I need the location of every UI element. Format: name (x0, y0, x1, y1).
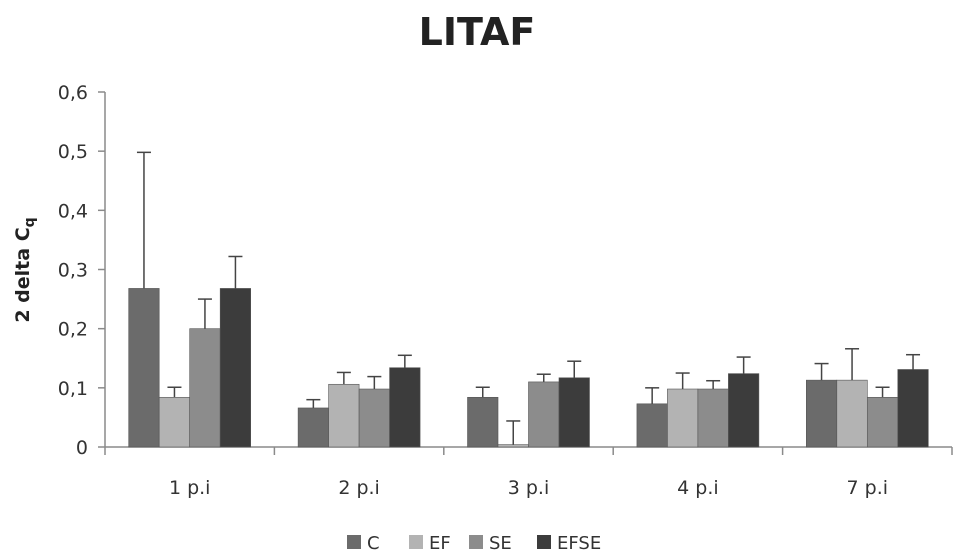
bar (836, 379, 868, 448)
bar (158, 396, 190, 448)
bar (866, 396, 899, 448)
bar (636, 403, 668, 448)
y-tick-label: 0 (76, 437, 88, 459)
legend-swatch (347, 535, 361, 549)
legend-label: C (367, 533, 380, 554)
bar (667, 388, 699, 448)
bar (328, 383, 360, 448)
x-tick-label: 1 p.i (169, 477, 211, 499)
x-tick-label: 4 p.i (677, 477, 719, 499)
bar (897, 369, 929, 448)
x-tick-label: 3 p.i (508, 477, 550, 499)
bar (558, 377, 590, 448)
bar (497, 444, 529, 448)
bar (189, 328, 221, 448)
legend-label: EF (429, 533, 451, 554)
y-tick-label: 0,2 (58, 319, 88, 341)
x-tick-label: 7 p.i (847, 477, 889, 499)
bar (467, 396, 499, 448)
bar (697, 388, 729, 448)
bar (528, 381, 560, 448)
legend-label: EFSE (557, 533, 601, 554)
y-tick-label: 0,3 (58, 260, 88, 282)
legend: C EF SE EFSE (347, 533, 601, 554)
bar (219, 288, 251, 448)
legend-swatch (469, 535, 483, 549)
y-axis-label: 2 delta Cq (12, 217, 38, 322)
bar (128, 288, 160, 448)
error-bars (136, 151, 921, 445)
bar (358, 388, 390, 448)
y-tick-label: 0,6 (58, 82, 88, 104)
bars (128, 288, 929, 448)
bar (728, 373, 760, 448)
legend-swatch (409, 535, 423, 549)
bar (297, 407, 329, 448)
legend-label: SE (489, 533, 512, 554)
x-tick-label: 2 p.i (338, 477, 380, 499)
legend-swatch (537, 535, 551, 549)
bar (389, 367, 421, 448)
y-tick-label: 0,5 (58, 141, 88, 163)
bar (806, 379, 838, 448)
chart-title: LITAF (419, 10, 536, 54)
y-tick-label: 0,1 (58, 378, 88, 400)
y-tick-label: 0,4 (58, 200, 88, 222)
